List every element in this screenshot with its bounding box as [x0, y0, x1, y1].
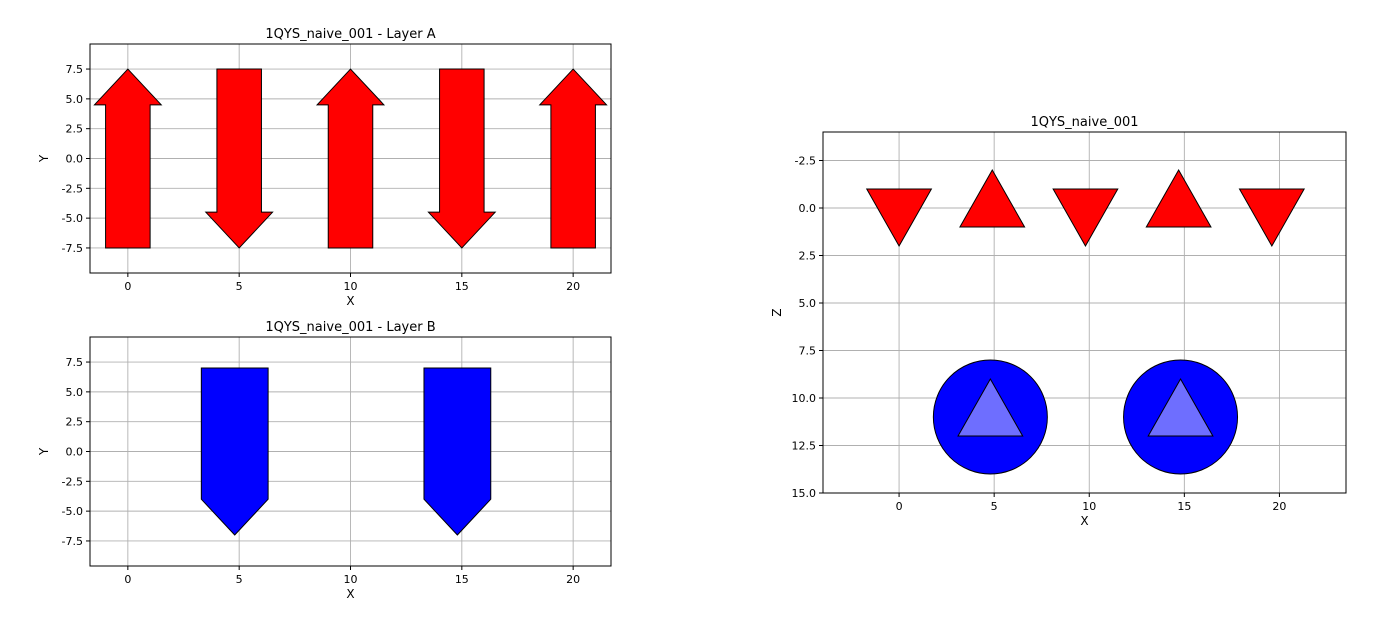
x-tick-label: 15 [1177, 500, 1191, 513]
y-tick-label: -2.5 [795, 155, 816, 168]
arrow-up-x0 [93, 68, 163, 249]
triangle-up-x4.9 [959, 168, 1026, 228]
y-axis-label: Z [770, 308, 784, 316]
x-tick-label: 15 [455, 280, 469, 293]
y-tick-label: -5.0 [62, 212, 83, 225]
x-tick-label: 10 [1082, 500, 1096, 513]
inner-triangle-x14.8 [1147, 377, 1214, 437]
x-axis-label: X [1080, 514, 1088, 528]
y-tick-label: -5.0 [62, 505, 83, 518]
y-tick-label: 15.0 [792, 487, 817, 500]
y-axis-label: Y [37, 447, 51, 456]
y-tick-label: 2.5 [66, 416, 84, 429]
arrow-down-x4.8 [200, 367, 269, 536]
layer-a-chart: 0 5 10 15 20 -7.5 -5.0 -2.5 0.0 2.5 5.0 7.5 1QYS_nai… [37, 27, 612, 308]
y-tick-label: 7.5 [66, 63, 84, 76]
chart-title: 1QYS_naive_001 [1030, 115, 1138, 130]
x-tick-label: 15 [455, 573, 469, 586]
x-tick-label: 5 [236, 573, 243, 586]
y-tick-label: -2.5 [62, 475, 83, 488]
arrow-down-x15 [427, 68, 497, 249]
x-tick-label: 10 [344, 573, 358, 586]
chart-title: 1QYS_naive_001 - Layer B [265, 320, 435, 335]
y-tick-label: 12.5 [792, 440, 817, 453]
y-tick-label: -7.5 [62, 242, 83, 255]
x-tick-label: 10 [344, 280, 358, 293]
x-tick-label: 0 [124, 280, 131, 293]
y-axis-label: Y [37, 154, 51, 163]
y-tick-label: 0.0 [66, 446, 84, 459]
arrow-down-x5 [204, 68, 274, 249]
y-tick-label: 5.0 [66, 93, 84, 106]
y-tick-label: 5.0 [799, 297, 817, 310]
x-tick-label: 5 [991, 500, 998, 513]
triangle-down-x9.8 [1052, 188, 1119, 248]
x-tick-label: 20 [566, 573, 580, 586]
y-tick-label: 2.5 [799, 250, 817, 263]
plot-frame [822, 131, 1347, 494]
y-tick-label: 7.5 [66, 356, 84, 369]
chart-title: 1QYS_naive_001 - Layer A [265, 27, 435, 42]
y-tick-label: 0.0 [66, 153, 84, 166]
xz-view-chart: 0 5 10 15 20 -2.5 0.0 2.5 5.0 7.5 10.0 12.5 15.0 1QYS… [770, 115, 1347, 528]
y-tick-label: 5.0 [66, 386, 84, 399]
y-tick-label: -7.5 [62, 535, 83, 548]
layer-b-chart: 0 5 10 15 20 -7.5 -5.0 -2.5 0.0 2.5 5.0 7.5 1QYS_nai… [37, 320, 612, 601]
arrow-down-x14.8 [423, 367, 492, 536]
arrow-up-x10 [315, 68, 386, 249]
x-tick-label: 0 [896, 500, 903, 513]
x-axis-label: X [346, 294, 354, 308]
y-tick-label: 10.0 [792, 392, 817, 405]
arrow-up-x20 [538, 68, 608, 249]
inner-triangle-x4.8 [957, 377, 1024, 437]
x-tick-label: 0 [124, 573, 131, 586]
x-tick-label: 5 [236, 280, 243, 293]
y-tick-label: 2.5 [66, 123, 84, 136]
triangle-down-x0 [865, 188, 933, 248]
x-tick-label: 20 [566, 280, 580, 293]
x-axis-label: X [346, 587, 354, 601]
y-tick-label: -2.5 [62, 182, 83, 195]
triangle-up-x14.7 [1145, 168, 1212, 228]
triangle-down-x19.6 [1238, 188, 1306, 248]
y-tick-label: 7.5 [799, 345, 817, 358]
y-tick-label: 0.0 [799, 202, 817, 215]
x-tick-label: 20 [1272, 500, 1286, 513]
